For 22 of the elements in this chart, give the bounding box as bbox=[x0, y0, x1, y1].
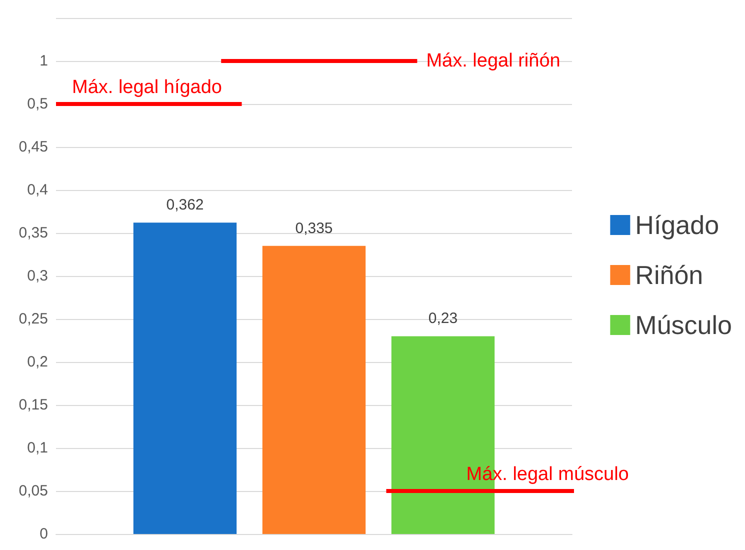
y-tick-label: 0,35 bbox=[18, 224, 48, 242]
y-tick-label: 0,4 bbox=[27, 182, 48, 198]
y-tick-label: 0 bbox=[40, 526, 48, 542]
y-tick-label: 0,3 bbox=[27, 268, 48, 284]
ref-line-label: Máx. legal hígado bbox=[72, 77, 222, 98]
y-tick-label: 0,45 bbox=[18, 138, 48, 156]
y-tick-label: 0,1 bbox=[27, 440, 48, 456]
y-tick-label: 0,15 bbox=[18, 396, 48, 414]
ref-line-label: Máx. legal riñón bbox=[426, 50, 560, 72]
legend-label: Riñón bbox=[635, 260, 704, 290]
bar bbox=[133, 222, 237, 534]
y-tick-label: 0,25 bbox=[18, 310, 48, 328]
text: 0,335 bbox=[295, 220, 333, 237]
text: 0,362 bbox=[166, 196, 204, 214]
y-tick-label: 1 bbox=[40, 52, 48, 70]
text: 0,23 bbox=[428, 310, 458, 328]
y-tick-label: 0,5 bbox=[27, 96, 48, 112]
legend-label: Hígado bbox=[635, 210, 720, 240]
bar bbox=[262, 246, 366, 534]
legend-label: Músculo bbox=[635, 310, 732, 340]
y-tick-label: 0,2 bbox=[27, 354, 48, 370]
y-tick-label: 0,05 bbox=[18, 482, 48, 500]
